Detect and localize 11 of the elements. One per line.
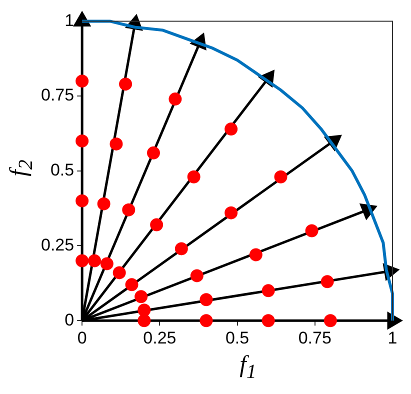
- y-tick-label: 0: [64, 310, 74, 330]
- y-tick-label: 0.75: [40, 86, 74, 105]
- x-tick-label: 0.5: [225, 328, 250, 348]
- x-axis-title: f$_{1}$: [240, 352, 256, 384]
- y-tick-label: 0.25: [40, 235, 74, 254]
- y-tick-label: 1: [64, 10, 74, 30]
- y-tick-label: 0.5: [50, 160, 74, 180]
- x-tick-label: 0.25: [143, 328, 176, 348]
- x-tick-label: 0.75: [298, 328, 332, 348]
- x-tick-label: 0: [77, 328, 87, 348]
- x-tick-label: 1: [388, 328, 398, 348]
